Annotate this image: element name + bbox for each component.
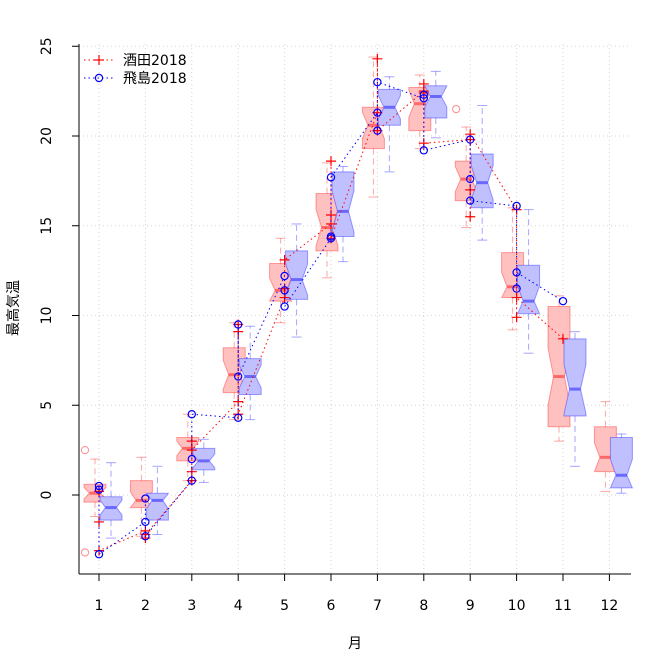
circle-marker	[512, 284, 521, 293]
y-axis-label: 最高気温	[5, 280, 22, 336]
box-series	[80, 56, 634, 557]
plus-marker	[511, 312, 522, 323]
legend-plus-marker	[94, 55, 104, 65]
x-tick-label: 8	[419, 598, 428, 614]
x-tick-label: 6	[327, 598, 336, 614]
circle-marker	[373, 77, 382, 87]
plus-marker	[326, 156, 336, 167]
y-tick-label: 10	[39, 307, 55, 325]
plus-marker	[465, 211, 476, 222]
circle-marker	[141, 517, 150, 527]
box	[609, 437, 634, 489]
circle-marker	[141, 494, 150, 503]
x-tick-label: 11	[554, 598, 572, 614]
legend-label: 飛島2018	[123, 71, 187, 87]
x-tick-label: 9	[466, 598, 475, 614]
circle-marker	[326, 173, 336, 182]
x-tick-label: 7	[373, 598, 382, 614]
legend: 酒田2018 飛島2018	[84, 53, 187, 87]
box	[470, 153, 494, 209]
circle-marker	[466, 196, 475, 205]
plus-marker	[418, 78, 429, 89]
box	[238, 358, 262, 395]
box	[331, 171, 355, 238]
box	[563, 338, 587, 417]
axes	[78, 44, 631, 575]
x-axis-label: 月	[348, 636, 362, 652]
outlier-point	[80, 446, 90, 455]
plus-marker	[279, 254, 290, 265]
y-tick-label: 25	[39, 37, 55, 55]
circle-marker	[373, 108, 382, 117]
y-tick-label: 15	[39, 217, 55, 235]
y-ticks: 0 5 10 15 20 25	[39, 37, 79, 499]
circle-marker	[233, 320, 243, 329]
outlier-point	[452, 104, 461, 114]
x-tick-label: 1	[95, 598, 104, 614]
circle-marker	[141, 532, 150, 541]
circle-marker	[187, 410, 196, 419]
circle-marker	[419, 94, 428, 103]
circle-marker	[233, 372, 243, 381]
circle-marker	[94, 550, 104, 559]
x-tick-label: 4	[234, 598, 243, 614]
circle-marker	[512, 201, 521, 211]
x-tick-label: 5	[280, 598, 289, 614]
circle-marker	[466, 174, 475, 184]
circle-marker	[373, 126, 382, 135]
circle-marker	[512, 268, 521, 277]
trace-line-tobishima	[98, 81, 564, 556]
box	[145, 492, 170, 521]
circle-marker	[187, 454, 196, 464]
box	[99, 496, 123, 521]
circle-marker	[558, 296, 568, 306]
plus-marker	[558, 333, 568, 344]
trace-series	[94, 53, 568, 559]
x-ticks: 1 2 3 4 5 6 7 8 9 10 11 12	[95, 574, 618, 614]
y-tick-label: 0	[39, 491, 55, 500]
x-tick-label: 12	[600, 598, 618, 614]
circle-marker	[419, 90, 428, 99]
circle-marker	[233, 413, 243, 423]
circle-marker	[326, 232, 336, 241]
circle-marker	[94, 485, 104, 494]
circle-marker	[280, 271, 289, 281]
y-tick-label: 5	[39, 401, 55, 410]
box	[285, 250, 309, 300]
circle-marker	[187, 476, 196, 485]
box	[192, 447, 216, 471]
x-tick-label: 10	[508, 598, 526, 614]
circle-marker	[280, 302, 289, 311]
box	[424, 85, 448, 119]
plus-marker	[465, 129, 476, 140]
plus-marker	[372, 53, 383, 64]
y-tick-label: 20	[39, 127, 55, 145]
circle-marker	[94, 481, 104, 491]
circle-marker	[419, 146, 428, 155]
legend-label: 酒田2018	[123, 53, 187, 69]
circle-marker	[466, 135, 475, 144]
circle-marker	[280, 286, 289, 295]
x-tick-label: 3	[187, 598, 196, 614]
x-tick-label: 2	[141, 598, 150, 614]
box	[516, 264, 541, 315]
legend-circle-marker	[94, 73, 104, 83]
plus-marker	[511, 292, 522, 303]
outlier-point	[80, 548, 90, 557]
box	[377, 88, 401, 126]
